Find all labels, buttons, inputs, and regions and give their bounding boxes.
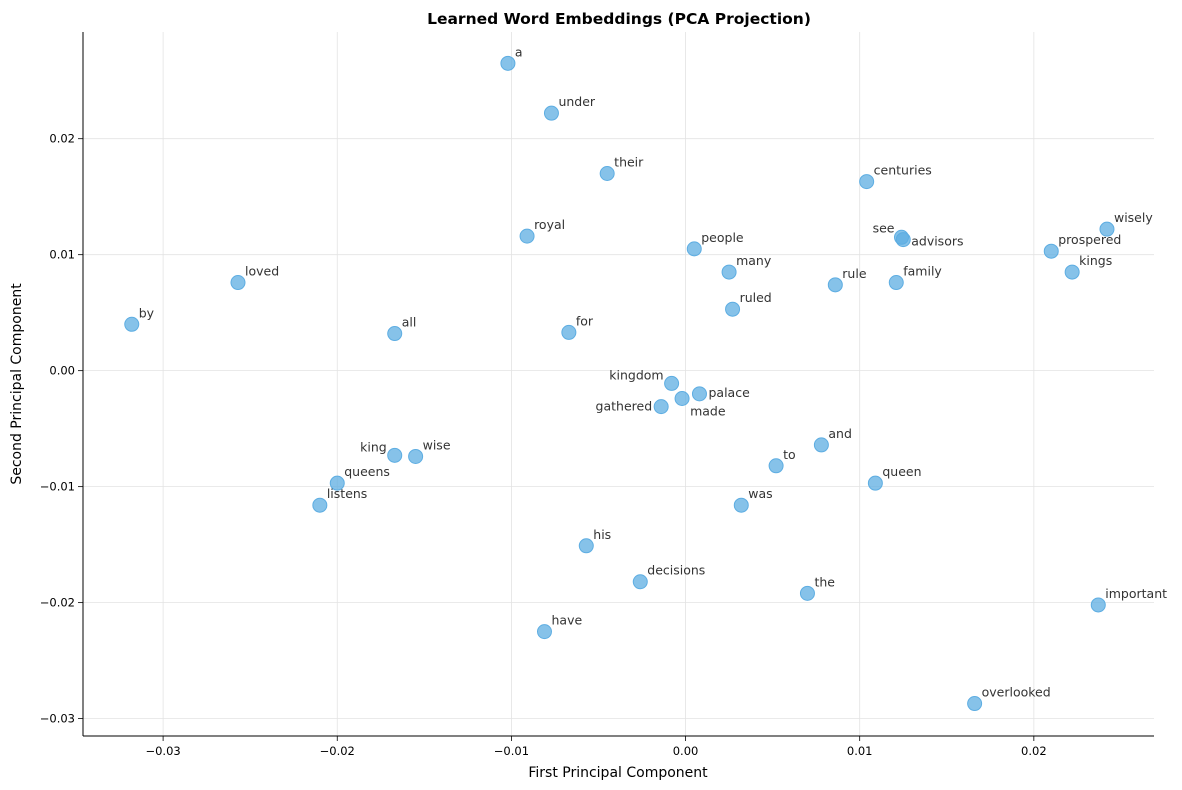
data-point-centuries bbox=[859, 174, 875, 190]
data-point-made bbox=[674, 390, 690, 406]
data-point-important bbox=[1090, 597, 1106, 613]
point-label-kingdom: kingdom bbox=[609, 367, 663, 382]
point-label-queen: queen bbox=[882, 464, 921, 479]
data-point-palace bbox=[691, 386, 707, 402]
data-point-many bbox=[721, 264, 737, 280]
data-point-rule bbox=[827, 277, 843, 293]
point-label-palace: palace bbox=[708, 385, 750, 400]
data-point-the bbox=[799, 585, 815, 601]
x-tick-label: 0.01 bbox=[847, 744, 873, 758]
data-point-a bbox=[500, 55, 516, 71]
data-point-under bbox=[543, 105, 559, 121]
point-label-important: important bbox=[1105, 586, 1167, 601]
data-point-for bbox=[561, 324, 577, 340]
data-point-queens bbox=[329, 475, 345, 491]
data-point-have bbox=[536, 624, 552, 640]
x-tick-label: −0.01 bbox=[494, 744, 529, 758]
data-point-and bbox=[813, 437, 829, 453]
x-tick-label: 0.00 bbox=[673, 744, 699, 758]
data-point-royal bbox=[519, 228, 535, 244]
point-label-their: their bbox=[614, 154, 644, 169]
point-label-family: family bbox=[903, 264, 942, 279]
point-label-under: under bbox=[558, 94, 595, 109]
point-label-for: for bbox=[576, 313, 594, 328]
data-point-ruled bbox=[725, 301, 741, 317]
point-label-ruled: ruled bbox=[740, 290, 772, 305]
point-label-queens: queens bbox=[344, 464, 390, 479]
grid bbox=[83, 32, 1154, 736]
labels-layer: a under their centuries royal people see adviso… bbox=[139, 44, 1167, 699]
point-label-listens: listens bbox=[327, 486, 368, 501]
y-tick-label: −0.02 bbox=[40, 596, 75, 610]
point-label-by: by bbox=[139, 305, 155, 320]
point-label-prospered: prospered bbox=[1058, 232, 1121, 247]
x-tick-label: −0.03 bbox=[145, 744, 180, 758]
data-point-by bbox=[124, 316, 140, 332]
point-label-wisely: wisely bbox=[1114, 210, 1153, 225]
points-layer bbox=[124, 55, 1115, 712]
data-point-king bbox=[387, 447, 403, 463]
x-axis-label: First Principal Component bbox=[528, 765, 708, 781]
point-label-have: have bbox=[551, 613, 582, 628]
point-label-see: see bbox=[873, 220, 895, 235]
point-label-his: his bbox=[593, 527, 611, 542]
point-label-kings: kings bbox=[1079, 253, 1112, 268]
axes: −0.03 −0.02 −0.01 0.00 0.01 0.02 −0.03 −0.02 −0.… bbox=[40, 32, 1154, 758]
point-label-overlooked: overlooked bbox=[982, 685, 1051, 700]
y-tick-label: −0.03 bbox=[40, 712, 75, 726]
point-label-to: to bbox=[783, 447, 796, 462]
data-point-loved bbox=[230, 275, 246, 291]
x-tick-label: −0.02 bbox=[320, 744, 355, 758]
point-label-loved: loved bbox=[245, 264, 279, 279]
data-point-overlooked bbox=[967, 696, 983, 712]
point-label-all: all bbox=[402, 315, 417, 330]
point-label-and: and bbox=[828, 426, 852, 441]
point-label-advisors: advisors bbox=[911, 234, 963, 249]
point-label-king: king bbox=[360, 439, 387, 454]
y-axis-label: Second Principal Component bbox=[9, 283, 25, 485]
point-label-made: made bbox=[690, 403, 726, 418]
data-point-decisions bbox=[632, 574, 648, 590]
data-point-all bbox=[387, 326, 403, 342]
point-label-a: a bbox=[515, 44, 523, 59]
chart-title: Learned Word Embeddings (PCA Projection) bbox=[427, 10, 811, 28]
point-label-was: was bbox=[748, 486, 772, 501]
point-label-centuries: centuries bbox=[874, 163, 932, 178]
data-point-kings bbox=[1064, 264, 1080, 280]
y-tick-label: −0.01 bbox=[40, 480, 75, 494]
data-point-his bbox=[578, 538, 594, 554]
data-point-to bbox=[768, 458, 784, 474]
data-point-people bbox=[686, 241, 702, 257]
data-point-advisors bbox=[895, 232, 911, 248]
point-label-rule: rule bbox=[842, 266, 867, 281]
data-point-family bbox=[888, 275, 904, 291]
data-point-wise bbox=[408, 448, 424, 464]
point-label-decisions: decisions bbox=[647, 563, 705, 578]
data-point-kingdom bbox=[664, 375, 680, 391]
point-label-the: the bbox=[814, 574, 835, 589]
data-point-gathered bbox=[653, 399, 669, 415]
point-label-wise: wise bbox=[423, 437, 451, 452]
data-point-prospered bbox=[1043, 243, 1059, 259]
x-tick-label: 0.02 bbox=[1021, 744, 1047, 758]
data-point-was bbox=[733, 497, 749, 513]
point-label-gathered: gathered bbox=[596, 399, 653, 414]
data-point-their bbox=[599, 165, 615, 181]
data-point-wisely bbox=[1099, 221, 1115, 237]
y-tick-label: 0.02 bbox=[49, 132, 75, 146]
point-label-people: people bbox=[701, 230, 744, 245]
point-label-royal: royal bbox=[534, 217, 565, 232]
y-tick-label: 0.01 bbox=[49, 248, 75, 262]
data-point-listens bbox=[312, 497, 328, 513]
data-point-queen bbox=[867, 475, 883, 491]
point-label-many: many bbox=[736, 253, 772, 268]
y-tick-label: 0.00 bbox=[49, 364, 75, 378]
